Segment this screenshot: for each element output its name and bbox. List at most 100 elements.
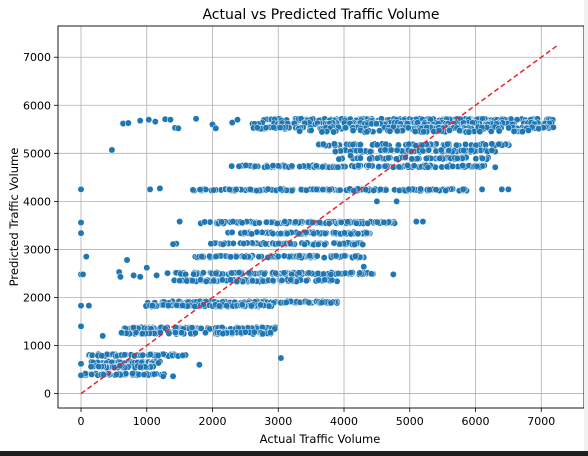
data-point [357,147,364,155]
window-bottom-edge [0,451,588,456]
x-tick-label: 5000 [396,415,424,428]
data-point [282,298,290,306]
data-point [238,219,246,227]
data-point [366,148,374,156]
data-point [263,163,271,171]
data-point [212,270,220,277]
reference-line [80,44,559,395]
data-point [272,269,280,277]
data-point [196,186,204,194]
data-point [176,218,184,226]
reference-line-layer [80,44,559,395]
data-point [233,278,241,285]
data-point [278,276,286,284]
data-point [366,155,374,163]
data-point [251,162,259,170]
data-point [320,270,327,278]
data-point [123,256,131,264]
data-point [166,116,174,124]
data-point [318,298,326,306]
data-point [202,329,209,337]
data-point [395,186,403,194]
data-point [201,218,209,226]
x-tick-label: 6000 [462,415,490,428]
data-point [495,140,503,148]
data-point [85,302,93,310]
data-point [312,162,320,170]
data-point [445,147,453,155]
data-point [320,254,328,262]
data-point [77,229,85,237]
data-point [169,240,177,248]
data-point [212,253,220,260]
data-point [405,140,413,148]
data-point [148,302,156,309]
data-point [283,230,291,238]
data-point [150,370,158,378]
data-point [491,163,499,171]
data-point [412,218,420,226]
data-point [364,219,372,227]
data-point [381,146,389,154]
data-point [124,119,132,127]
data-point [372,120,380,128]
data-point [295,269,303,277]
data-point [229,218,237,226]
data-point [327,270,335,278]
data-point [456,127,463,135]
data-point [352,219,360,227]
data-point [196,276,204,284]
data-point [302,277,310,285]
data-point [380,218,388,226]
data-point [274,252,282,260]
x-tick-label: 2000 [199,415,227,428]
data-point [130,271,138,279]
data-point [88,351,96,359]
data-point [465,128,473,136]
data-point [410,162,418,170]
data-point [262,240,269,248]
data-point [136,117,144,125]
data-point [229,239,237,247]
data-point [228,269,236,277]
data-point [197,324,205,332]
data-point [302,186,310,194]
data-point [218,276,226,284]
data-point [487,127,495,135]
data-point [296,127,304,135]
data-point [336,186,344,194]
data-point [153,271,161,279]
data-point [342,124,349,132]
data-point [210,186,217,194]
data-point [263,218,270,226]
x-tick-label: 7000 [527,415,555,428]
data-point [301,240,308,248]
data-point [238,301,246,309]
data-point [228,162,236,170]
data-point [467,146,475,154]
data-point [460,146,468,154]
data-point [77,185,85,193]
data-point [164,269,171,277]
data-point [404,124,412,132]
data-point [367,270,375,278]
data-point [330,239,338,247]
data-point [472,155,480,163]
data-point [173,301,181,309]
data-point [535,125,543,133]
data-point [98,352,106,360]
data-point [459,162,467,170]
data-point [287,276,295,284]
data-point [321,276,329,284]
data-point [307,126,315,134]
y-tick-label: 3000 [23,243,51,256]
data-point [117,273,124,281]
data-point [432,186,440,194]
data-point [420,128,428,136]
y-tick-label: 1000 [23,340,51,353]
data-point [442,187,450,195]
y-tick-label: 5000 [23,147,51,160]
data-point [219,240,227,248]
data-point [273,219,281,227]
